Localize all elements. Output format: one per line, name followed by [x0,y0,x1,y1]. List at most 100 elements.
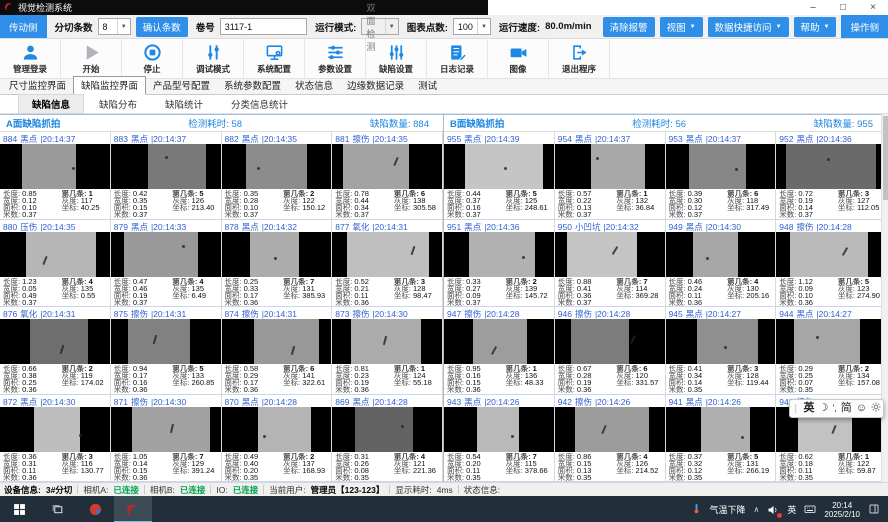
defect-mark [826,157,830,161]
defect-cell[interactable]: 946 擦伤 |20:14:28 长度: 0.67 宽度: 0.28 面积: 0.19 米数: 0… [554,307,666,395]
scrollbar-thumb[interactable] [883,116,888,200]
hidden-icons-button[interactable]: ∧ [753,505,760,514]
taskbar-app-vision-system[interactable] [114,496,152,522]
meta-item: 灰度: 130 [727,284,759,292]
defect-cell[interactable]: 942 擦伤 |20:14:26 长度: 0.86 宽度: 0.15 面积: 0.13 米数: 0… [554,394,666,482]
view-menu-button[interactable]: 视图 ▼ [659,16,703,37]
scrollbar[interactable] [881,114,888,482]
meta-item: 米数: 0.36 [113,386,148,394]
smiley-icon[interactable]: ☺ [855,402,867,414]
defect-cell[interactable]: 870 黑点 |20:14:28 长度: 0.49 宽度: 0.40 面积: 0.20 米数: 0… [221,394,333,482]
defect-cell[interactable]: 953 黑点 |20:14:37 长度: 0.39 宽度: 0.30 面积: 0.12 米数: 0… [665,132,777,220]
clear-alarm-button[interactable]: 清除报警 [602,16,655,37]
defect-cell[interactable]: 869 黑点 |20:14:28 长度: 0.31 宽度: 0.26 面积: 0.08 米数: 0… [332,394,443,482]
action-button-monitor[interactable]: 系统配置 [244,39,305,78]
taskbar-app-browser[interactable] [76,496,114,522]
ime-simplified-indicator[interactable]: 简 [840,402,852,414]
maximize-button[interactable]: □ [839,2,847,13]
defect-image [332,406,442,452]
action-button-stop[interactable]: 停止 [122,39,183,78]
defect-cell[interactable]: 873 擦伤 |20:14:30 长度: 0.81 宽度: 0.23 面积: 0.19 米数: 0… [332,307,443,395]
panel-count: 缺陷数量: 884 [369,119,429,130]
ime-english-indicator[interactable]: 英 [803,402,815,414]
moon-icon[interactable]: ☽ [818,402,829,414]
defect-cell[interactable]: 943 黑点 |20:14:26 长度: 0.54 宽度: 0.20 面积: 0.11 米数: 0… [444,394,555,482]
roll-number-input[interactable]: 3117-1 [219,18,308,35]
run-speed-label: 运行速度: [498,22,541,34]
meta-item [506,474,552,481]
defect-cell[interactable]: 883 黑点 |20:14:37 长度: 0.42 宽度: 0.35 面积: 0.15 米数: 0… [110,132,222,220]
defect-cell[interactable]: 879 黑点 |20:14:33 长度: 0.47 宽度: 0.46 面积: 0.19 米数: 0… [110,219,222,307]
defect-cell[interactable]: 948 擦伤 |20:14:28 长度: 1.12 宽度: 0.09 面积: 0.10 米数: 0… [776,219,887,307]
action-button-journal[interactable]: 日志记录 [427,39,488,78]
gear-icon[interactable] [871,402,881,415]
action-button-play[interactable]: 开始 [61,39,122,78]
meta-item: 长度: 0.44 [447,190,481,198]
drive-side-button[interactable]: 传动侧 [0,15,47,38]
defect-cell[interactable]: 884 黑点 |20:14:37 长度: 0.85 宽度: 0.12 面积: 0.10 米数: 0… [0,132,111,220]
defect-cell[interactable]: 954 黑点 |20:14:37 长度: 0.57 宽度: 0.22 面积: 0.13 米数: 0… [554,132,666,220]
tab-尺寸监控界面[interactable]: 尺寸监控界面 [9,81,67,92]
operator-side-button[interactable]: 操作侧 [841,15,888,38]
taskbar-clock[interactable]: 20:14 2025/2/10 [824,500,860,519]
defect-cell[interactable]: 880 压伤 |20:14:35 长度: 1.23 宽度: 0.05 面积: 0.49 米数: 0… [0,219,111,307]
action-button-tune[interactable]: 调试模式 [183,39,244,78]
meta-item: 米数: 0.36 [113,473,148,481]
defect-cell[interactable]: 955 黑点 |20:14:39 长度: 0.44 宽度: 0.37 面积: 0.16 米数: 0… [444,132,555,220]
subtab-缺陷信息[interactable]: 缺陷信息 [18,94,85,114]
slit-count-select[interactable]: 8 ▼ [97,18,131,35]
tab-产品型号配置[interactable]: 产品型号配置 [153,81,211,92]
ime-keyboard-icon[interactable] [804,503,816,517]
device-info-label: 设备信息: [4,484,41,495]
tab-边缘数据记录[interactable]: 边缘数据记录 [347,81,405,92]
input-language-button[interactable]: 英 [787,505,797,515]
minimize-button[interactable]: – [810,2,816,13]
tab-测试[interactable]: 测试 [418,81,438,92]
action-button-sliders-h[interactable]: 参数设置 [305,39,366,78]
defect-cell[interactable]: 941 黑点 |20:14:26 长度: 0.37 宽度: 0.32 面积: 0.12 米数: 0… [665,394,777,482]
tab-状态信息[interactable]: 状态信息 [295,81,334,92]
action-center-button[interactable] [868,503,880,517]
defect-cell-header: 872 黑点 |20:14:30 [3,396,76,407]
action-button-exit[interactable]: 退出程序 [549,39,610,78]
subtab-分类信息统计[interactable]: 分类信息统计 [231,100,289,111]
subtab-缺陷分布[interactable]: 缺陷分布 [99,100,138,111]
defect-cell[interactable]: 952 黑点 |20:14:36 长度: 0.72 宽度: 0.19 面积: 0.14 米数: 0… [776,132,887,220]
weather-widget[interactable]: 气温下降 [709,505,746,515]
defect-cell[interactable]: 951 黑点 |20:14:36 长度: 0.33 宽度: 0.27 面积: 0.09 米数: 0… [444,219,555,307]
ime-toolbar[interactable]: ❘ 英 ☽ ’, 简 ☺ [789,399,884,418]
action-button-sliders-v[interactable]: 缺陷设置 [366,39,427,78]
volume-button[interactable] [767,504,783,518]
defect-cell[interactable]: 872 黑点 |20:14:30 长度: 0.36 宽度: 0.31 面积: 0.11 米数: 0… [0,394,111,482]
tab-系统参数配置[interactable]: 系统参数配置 [224,81,282,92]
action-button-camera[interactable]: 图像 [488,39,549,78]
close-button[interactable]: × [870,2,876,13]
defect-cell[interactable]: 881 擦伤 |20:14:35 长度: 0.78 宽度: 0.44 面积: 0.34 米数: 0… [332,132,443,220]
defect-cell[interactable]: 877 氧化 |20:14:31 长度: 0.52 宽度: 0.21 面积: 0.11 米数: 0… [332,219,443,307]
defect-cell[interactable]: 945 黑点 |20:14:27 长度: 0.41 宽度: 0.34 面积: 0.14 米数: 0… [665,307,777,395]
defect-cell[interactable]: 947 擦伤 |20:14:28 长度: 0.95 宽度: 0.16 面积: 0.15 米数: 0… [444,307,555,395]
meta-item: 面积: 0.12 [668,466,703,474]
defect-cell[interactable]: 944 黑点 |20:14:27 长度: 0.29 宽度: 0.25 面积: 0.07 米数: 0… [776,307,887,395]
defect-cell[interactable]: 950 小凹坑 |20:14:32 长度: 0.88 宽度: 0.41 面积: 0.36 米数:… [554,219,666,307]
defect-cell[interactable]: 874 擦伤 |20:14:31 长度: 0.58 宽度: 0.29 面积: 0.17 米数: 0… [221,307,333,395]
confirm-count-button[interactable]: 确认条数 [135,16,188,37]
punctuation-icon[interactable]: ’, [832,403,837,413]
data-quick-access-menu-button[interactable]: 数据快捷访问 ▼ [707,16,789,37]
defect-cell[interactable]: 949 黑点 |20:14:30 长度: 0.46 宽度: 0.24 面积: 0.11 米数: 0… [665,219,777,307]
task-view-button[interactable] [38,496,76,522]
defect-cell[interactable]: 875 擦伤 |20:14:31 长度: 0.94 宽度: 0.17 面积: 0.16 米数: 0… [110,307,222,395]
ime-drag-handle[interactable]: ❘ [791,403,800,413]
defect-cell[interactable]: 878 黑点 |20:14:32 长度: 0.25 宽度: 0.33 面积: 0.17 米数: 0… [221,219,333,307]
start-button[interactable] [0,496,38,522]
action-button-user[interactable]: 管理登录 [0,39,61,78]
subtab-缺陷统计[interactable]: 缺陷统计 [165,100,204,111]
chart-points-select[interactable]: 100 ▼ [452,18,491,35]
defect-cell[interactable]: 882 黑点 |20:14:35 长度: 0.35 宽度: 0.28 面积: 0.10 米数: 0… [221,132,333,220]
defect-cell[interactable]: 876 氧化 |20:14:31 长度: 0.66 宽度: 0.38 面积: 0.25 米数: 0… [0,307,111,395]
run-mode-select[interactable]: 双面检测 ▼ [361,3,399,52]
defect-cell[interactable]: 871 擦伤 |20:14:30 长度: 1.05 宽度: 0.14 面积: 0.15 米数: 0… [110,394,222,482]
tab-缺陷监控界面[interactable]: 缺陷监控界面 [73,76,147,95]
help-menu-button[interactable]: 帮助 ▼ [793,16,837,37]
defect-image [0,319,110,364]
